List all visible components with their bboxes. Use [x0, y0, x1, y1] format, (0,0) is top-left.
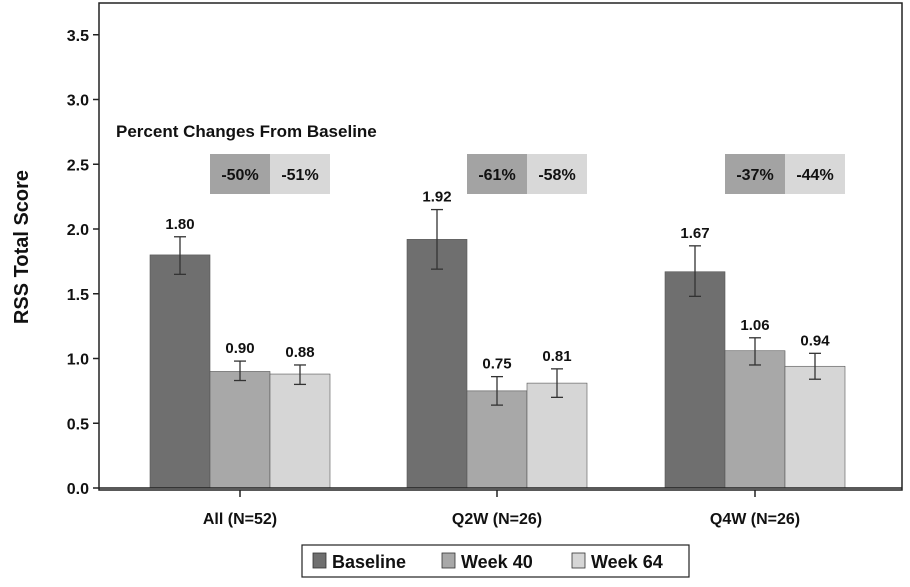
bar-week-64 [269, 373, 331, 489]
bar-baseline [406, 239, 468, 489]
data-label: 0.75 [482, 356, 511, 373]
annotation-title: Percent Changes From Baseline [116, 122, 377, 141]
pct-week64-label: -44% [796, 167, 833, 184]
bar-baseline [149, 254, 211, 489]
x-tick-label: Q2W (N=26) [452, 511, 542, 528]
pct-box-week40 [210, 154, 270, 194]
y-tick-label: 0.0 [67, 481, 89, 498]
legend: Baseline Week 40 Week 64 [301, 544, 690, 578]
data-label: 0.88 [285, 344, 314, 361]
pct-week40-label: -37% [736, 167, 773, 184]
data-label: 1.80 [165, 216, 194, 233]
y-tick-label: 2.0 [67, 222, 89, 239]
bar-week-40 [724, 350, 786, 489]
x-tick-label: Q4W (N=26) [710, 511, 800, 528]
pct-box-week64 [527, 154, 587, 194]
y-tick-label: 3.5 [67, 28, 89, 45]
y-tick-label: 3.0 [67, 93, 89, 110]
legend-swatch [441, 552, 456, 569]
legend-label: Baseline [332, 552, 406, 572]
legend-label: Week 64 [591, 552, 663, 572]
pct-box-week64 [270, 154, 330, 194]
legend-swatch [571, 552, 586, 569]
pct-box-week40 [725, 154, 785, 194]
data-label: 0.90 [225, 340, 254, 357]
legend-frame [301, 544, 690, 578]
pct-box-week64 [785, 154, 845, 194]
pct-box-week40 [467, 154, 527, 194]
bars: 1.80 0.90 0.88 1.92 0.75 0.81 1.67 1.06 0.94 [149, 189, 846, 489]
pct-week40-label: -61% [478, 167, 515, 184]
pct-week64-label: -58% [538, 167, 575, 184]
percent-change-annotation: Percent Changes From Baseline -50% -51% -6… [116, 122, 845, 194]
pct-week40-label: -50% [221, 167, 258, 184]
x-tick-label: All (N=52) [203, 511, 277, 528]
y-tick-label: 2.5 [67, 157, 89, 174]
legend-label: Week 40 [461, 552, 533, 572]
x-axis: All (N=52) Q2W (N=26) Q4W (N=26) [203, 490, 800, 528]
y-tick-label: 0.5 [67, 416, 89, 433]
bar-week-64 [784, 365, 846, 489]
y-axis: 0.0 0.5 1.0 1.5 2.0 2.5 3.0 3.5 [67, 28, 99, 498]
bar-week-40 [209, 371, 271, 489]
bar-baseline [664, 271, 726, 489]
bar-week-40 [466, 390, 528, 489]
data-label: 1.06 [740, 317, 769, 334]
data-label: 1.92 [422, 189, 451, 206]
data-label: 1.67 [680, 225, 709, 242]
y-tick-label: 1.0 [67, 352, 89, 369]
data-label: 0.81 [542, 348, 571, 365]
y-tick-label: 1.5 [67, 287, 89, 304]
y-axis-title: RSS Total Score [11, 170, 33, 324]
pct-week64-label: -51% [281, 167, 318, 184]
legend-swatch [312, 552, 327, 569]
bar-week-64 [526, 382, 588, 489]
data-label: 0.94 [800, 332, 830, 349]
